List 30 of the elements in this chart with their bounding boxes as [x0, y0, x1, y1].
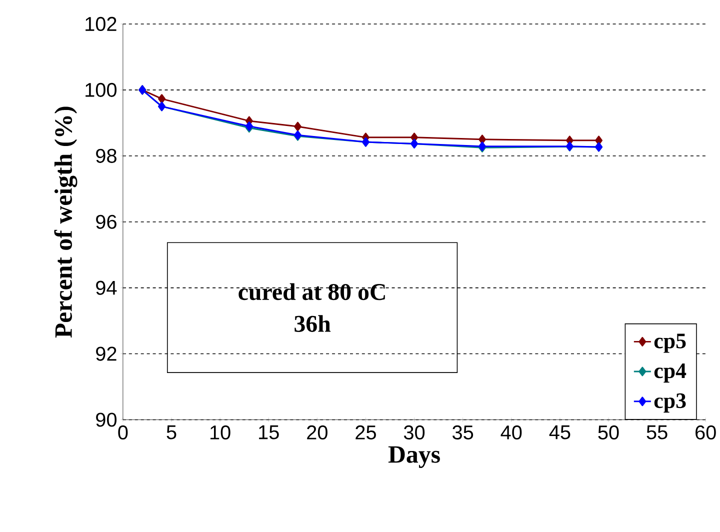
- x-tick-label: 35: [452, 426, 474, 440]
- x-tick-label: 55: [646, 426, 668, 440]
- x-tick-label: 60: [696, 426, 716, 440]
- legend-label: cp3: [654, 394, 686, 413]
- x-tick-label: 45: [549, 426, 570, 440]
- x-tick-label: 20: [307, 426, 328, 440]
- y-tick-label: 92: [96, 346, 116, 361]
- x-tick-label: 30: [404, 426, 425, 440]
- y-tick-label: 94: [96, 280, 117, 296]
- y-axis-title: Percent of weigth (%): [54, 106, 78, 338]
- point: [478, 134, 486, 144]
- x-tick-label: 40: [500, 426, 522, 440]
- y-tick-label: 100: [86, 83, 117, 98]
- y-tick-label: 98: [96, 149, 116, 164]
- x-tick-label: 0: [118, 426, 128, 440]
- y-tick-label: 96: [96, 214, 116, 230]
- x-tick-label: 50: [598, 426, 619, 440]
- x-tick-label: 5: [166, 426, 176, 440]
- point: [158, 94, 166, 104]
- x-tick-label: 15: [259, 426, 279, 440]
- x-tick-label: 10: [210, 426, 230, 440]
- point: [294, 122, 302, 132]
- annotation: 36h: [294, 315, 331, 332]
- x-axis-title: Days: [388, 446, 440, 468]
- x-tick-label: 25: [356, 426, 376, 440]
- annotation: cured at 80 oC: [238, 283, 385, 300]
- legend-label: cp4: [654, 364, 686, 383]
- legend-label: cp5: [654, 334, 686, 353]
- y-tick-label: 90: [96, 412, 117, 427]
- y-tick-label: 102: [86, 17, 116, 32]
